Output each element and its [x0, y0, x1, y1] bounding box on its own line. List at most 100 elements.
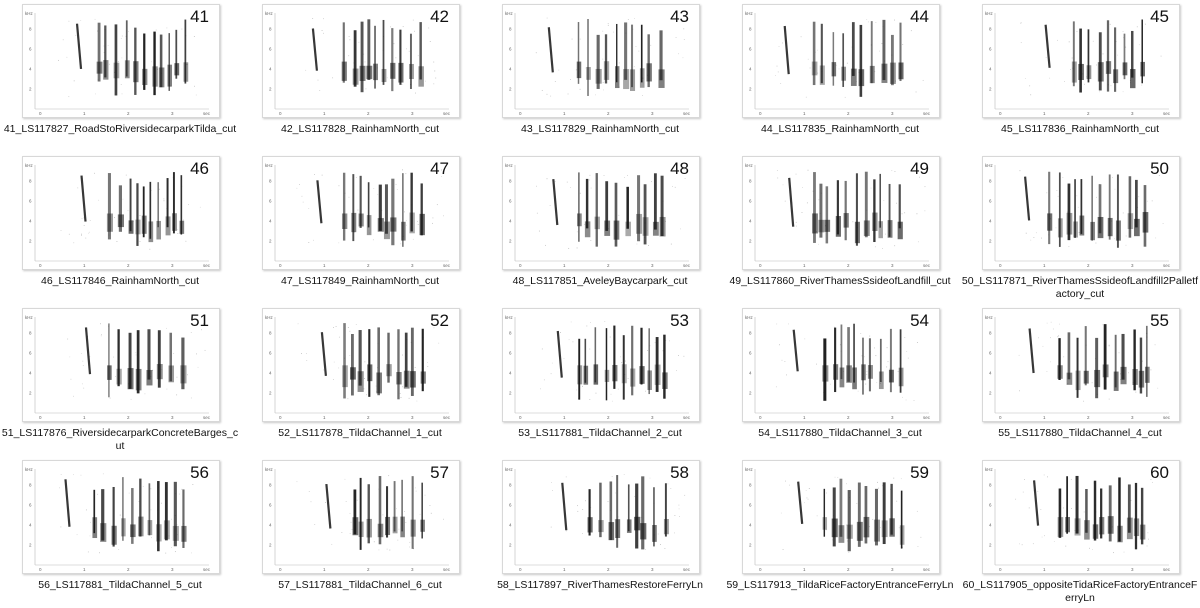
file-item[interactable]: kHz 2 4 6 8 0 1 2 3 sec 50 50_LS117871_RiverThames…	[960, 152, 1200, 304]
spectrogram-thumbnail[interactable]: kHz 2 4 6 8 0 1 2 3 sec 42	[262, 4, 460, 118]
spectrogram-mark	[894, 171, 896, 172]
spectrogram-mark	[1145, 325, 1148, 397]
spectrogram-mark	[166, 388, 168, 390]
spectrogram-mark	[811, 61, 818, 76]
spectrogram-thumbnail[interactable]: kHz 2 4 6 8 0 1 2 3 sec 45	[982, 4, 1180, 118]
spectrogram-thumbnail[interactable]: kHz 2 4 6 8 0 1 2 3 sec 60	[982, 460, 1180, 574]
x-axis-unit: sec	[443, 263, 451, 268]
spectrogram-thumbnail[interactable]: kHz 2 4 6 8 0 1 2 3 sec 50	[982, 156, 1180, 270]
spectrogram-thumbnail[interactable]: kHz 2 4 6 8 0 1 2 3 sec 59	[742, 460, 940, 574]
file-name: 47_LS117849_RainhamNorth_cut	[280, 275, 439, 287]
spectrogram-mark	[190, 332, 192, 333]
spectrogram-mark	[1029, 333, 1031, 335]
spectrogram-mark	[363, 388, 365, 390]
file-item[interactable]: kHz 2 4 6 8 0 1 2 3 sec 47 47_LS117849_RainhamNort…	[240, 152, 480, 304]
file-item[interactable]: kHz 2 4 6 8 0 1 2 3 sec 54 54_LS117880_TildaChanne…	[720, 304, 960, 456]
spectrogram-mark	[89, 356, 91, 357]
spectrogram-mark	[1108, 345, 1110, 347]
file-item[interactable]: kHz 2 4 6 8 0 1 2 3 sec 43 43_LS117829_RainhamNort…	[480, 0, 720, 152]
file-item[interactable]: kHz 2 4 6 8 0 1 2 3 sec 51 51_LS117876_Riversideca…	[0, 304, 240, 456]
file-item[interactable]: kHz 2 4 6 8 0 1 2 3 sec 53 53_LS117881_TildaChanne…	[480, 304, 720, 456]
spectrogram-mark	[594, 216, 600, 230]
x-tick-label: 3	[1131, 415, 1134, 420]
spectrogram-mark	[156, 524, 162, 542]
file-item[interactable]: kHz 2 4 6 8 0 1 2 3 sec 60 60_LS117905_oppositeTid…	[960, 456, 1200, 608]
spectrogram-thumbnail[interactable]: kHz 2 4 6 8 0 1 2 3 sec 47	[262, 156, 460, 270]
spectrogram-thumbnail[interactable]: kHz 2 4 6 8 0 1 2 3 sec 49	[742, 156, 940, 270]
spectrogram-thumbnail[interactable]: kHz 2 4 6 8 0 1 2 3 sec 51	[22, 308, 220, 422]
spectrogram-mark	[850, 68, 857, 86]
spectrogram-thumbnail[interactable]: kHz 2 4 6 8 0 1 2 3 sec 53	[502, 308, 700, 422]
spectrogram-mark	[882, 248, 883, 249]
spectrogram-mark	[181, 28, 183, 30]
spectrogram-mark	[584, 223, 586, 225]
spectrogram-mark	[864, 356, 866, 358]
spectrogram-mark	[1018, 354, 1020, 356]
spectrogram-mark	[846, 365, 852, 383]
x-tick-label: 0	[519, 263, 522, 268]
file-item[interactable]: kHz 2 4 6 8 0 1 2 3 sec 59 59_LS117913_TildaRiceFa…	[720, 456, 960, 608]
spectrogram-mark	[412, 19, 414, 21]
spectrogram-mark	[904, 212, 906, 214]
file-item[interactable]: kHz 2 4 6 8 0 1 2 3 sec 56 56_LS117881_TildaChanne…	[0, 456, 240, 608]
spectrogram-thumbnail[interactable]: kHz 2 4 6 8 0 1 2 3 sec 52	[262, 308, 460, 422]
spectrogram-mark	[364, 361, 366, 363]
file-item[interactable]: kHz 2 4 6 8 0 1 2 3 sec 52 52_LS117878_TildaChanne…	[240, 304, 480, 456]
spectrogram-mark	[889, 368, 891, 370]
spectrogram-thumbnail[interactable]: kHz 2 4 6 8 0 1 2 3 sec 56	[22, 460, 220, 574]
spectrogram-mark	[855, 173, 858, 246]
file-item[interactable]: kHz 2 4 6 8 0 1 2 3 sec 48 48_LS117851_AveleyBayca…	[480, 152, 720, 304]
spectrogram-mark	[830, 383, 831, 385]
spectrogram-mark	[1122, 212, 1124, 214]
spectrogram-mark	[1030, 94, 1032, 96]
thumbnail-number: 50	[1150, 159, 1169, 178]
file-item[interactable]: kHz 2 4 6 8 0 1 2 3 sec 44 44_LS117835_RainhamNort…	[720, 0, 960, 152]
x-tick-label: 1	[563, 567, 566, 572]
file-item[interactable]: kHz 2 4 6 8 0 1 2 3 sec 49 49_LS117860_RiverThames…	[720, 152, 960, 304]
file-item[interactable]: kHz 2 4 6 8 0 1 2 3 sec 45 45_LS117836_RainhamNort…	[960, 0, 1200, 152]
spectrogram-mark	[584, 221, 591, 238]
spectrogram-mark	[820, 23, 823, 84]
y-tick-label: 8	[509, 27, 512, 32]
spectrogram-mark	[128, 492, 130, 494]
spectrogram-thumbnail[interactable]: kHz 2 4 6 8 0 1 2 3 sec 41	[22, 4, 220, 118]
spectrogram-mark	[172, 525, 179, 541]
spectrogram-mark	[613, 325, 616, 389]
spectrogram-thumbnail[interactable]: kHz 2 4 6 8 0 1 2 3 sec 55	[982, 308, 1180, 422]
file-item[interactable]: kHz 2 4 6 8 0 1 2 3 sec 46 46_LS117846_RainhamNort…	[0, 152, 240, 304]
file-item[interactable]: kHz 2 4 6 8 0 1 2 3 sec 57 57_LS117881_TildaChanne…	[240, 456, 480, 608]
spectrogram-thumbnail[interactable]: kHz 2 4 6 8 0 1 2 3 sec 57	[262, 460, 460, 574]
spectrogram-thumbnail[interactable]: kHz 2 4 6 8 0 1 2 3 sec 54	[742, 308, 940, 422]
spectrogram-mark	[1071, 57, 1073, 59]
spectrogram-mark	[659, 30, 663, 81]
spectrogram-mark	[1057, 336, 1059, 338]
spectrogram-mark	[558, 69, 560, 71]
spectrogram-mark	[163, 520, 170, 540]
spectrogram-mark	[577, 213, 582, 227]
spectrogram-mark	[75, 34, 77, 36]
spectrogram-mark	[886, 347, 888, 349]
spectrogram-image: kHz 2 4 6 8 0 1 2 3 sec	[505, 163, 691, 268]
file-item[interactable]: kHz 2 4 6 8 0 1 2 3 sec 42 42_LS117828_RainhamNort…	[240, 0, 480, 152]
spectrogram-thumbnail[interactable]: kHz 2 4 6 8 0 1 2 3 sec 46	[22, 156, 220, 270]
spectrogram-mark	[313, 239, 314, 241]
spectrogram-thumbnail[interactable]: kHz 2 4 6 8 0 1 2 3 sec 58	[502, 460, 700, 574]
spectrogram-mark	[87, 335, 88, 337]
spectrogram-mark	[157, 182, 159, 228]
file-item[interactable]: kHz 2 4 6 8 0 1 2 3 sec 41 41_LS117827_RoadStoRive…	[0, 0, 240, 152]
file-item[interactable]: kHz 2 4 6 8 0 1 2 3 sec 55 55_LS117880_TildaChanne…	[960, 304, 1200, 456]
spectrogram-thumbnail[interactable]: kHz 2 4 6 8 0 1 2 3 sec 44	[742, 4, 940, 118]
spectrogram-mark	[73, 474, 74, 476]
spectrogram-thumbnail[interactable]: kHz 2 4 6 8 0 1 2 3 sec 43	[502, 4, 700, 118]
spectrogram-mark	[665, 340, 667, 341]
spectrogram-thumbnail[interactable]: kHz 2 4 6 8 0 1 2 3 sec 48	[502, 156, 700, 270]
spectrogram-mark	[865, 383, 867, 385]
spectrogram-mark	[807, 498, 809, 500]
spectrogram-mark	[1080, 179, 1083, 234]
spectrogram-mark	[613, 31, 615, 33]
spectrogram-mark	[121, 35, 123, 37]
file-item[interactable]: kHz 2 4 6 8 0 1 2 3 sec 58 58_LS117897_RiverThames…	[480, 456, 720, 608]
spectrogram-mark	[565, 476, 567, 478]
spectrogram-mark	[1121, 333, 1125, 380]
spectrogram-mark	[642, 217, 649, 236]
